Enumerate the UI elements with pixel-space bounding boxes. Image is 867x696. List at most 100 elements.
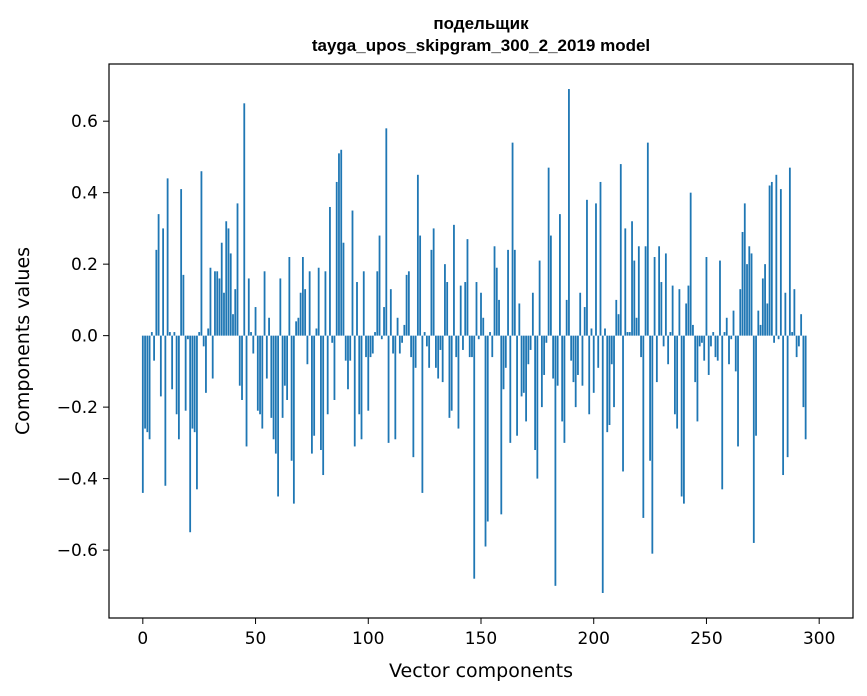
y-tick-label: 0.2 [71, 255, 98, 275]
bar-185 [559, 214, 561, 336]
bar-184 [556, 335, 559, 386]
bar-91 [347, 335, 349, 390]
bar-65 [288, 257, 291, 336]
bar-277 [766, 303, 769, 336]
bar-85 [333, 335, 336, 400]
bar-48 [250, 332, 252, 336]
bar-239 [680, 335, 683, 497]
bar-16 [177, 335, 180, 440]
bar-200 [592, 335, 595, 393]
bar-97 [360, 335, 363, 440]
bar-254 [714, 335, 717, 358]
bar-245 [694, 335, 697, 383]
bar-178 [543, 335, 546, 375]
bar-283 [779, 189, 782, 336]
bar-109 [387, 335, 390, 443]
bar-24 [196, 335, 198, 490]
bar-37 [225, 221, 228, 336]
bar-134 [444, 264, 446, 336]
bar-38 [227, 228, 230, 336]
y-tick-label: 0.4 [71, 184, 98, 204]
bar-103 [374, 332, 376, 336]
bar-92 [349, 335, 352, 361]
bar-279 [770, 181, 773, 336]
bar-4 [150, 332, 153, 336]
bar-53 [261, 335, 264, 429]
bar-75 [311, 335, 313, 454]
bar-224 [646, 142, 649, 336]
bar-225 [649, 335, 651, 461]
bar-61 [279, 278, 282, 336]
bar-247 [698, 335, 701, 347]
bar-118 [407, 271, 410, 336]
bar-231 [662, 335, 665, 347]
bar-288 [791, 332, 794, 336]
bar-3 [148, 335, 151, 440]
bar-60 [277, 335, 279, 497]
y-tick-label: −0.2 [57, 398, 98, 418]
bar-121 [414, 335, 417, 368]
bar-249 [703, 335, 706, 361]
bar-82 [326, 335, 329, 415]
bar-15 [175, 335, 178, 415]
bar-54 [263, 271, 266, 336]
bar-272 [755, 335, 757, 436]
bar-115 [401, 335, 403, 343]
bar-77 [315, 328, 318, 336]
bar-73 [306, 335, 309, 365]
bar-137 [450, 335, 453, 411]
bar-263 [734, 335, 737, 372]
x-tick-label: 300 [803, 629, 835, 649]
bar-90 [344, 335, 347, 361]
bar-31 [211, 335, 214, 379]
bar-203 [599, 181, 602, 336]
bar-217 [631, 221, 633, 336]
bar-195 [581, 335, 584, 386]
bar-42 [236, 203, 239, 336]
bar-143 [464, 282, 467, 336]
bar-114 [398, 335, 401, 354]
bar-202 [597, 335, 600, 368]
bar-232 [664, 253, 667, 336]
bar-26 [200, 171, 203, 336]
bar-194 [579, 292, 582, 336]
bar-264 [737, 335, 739, 447]
bar-100 [367, 335, 370, 411]
bar-72 [304, 289, 307, 336]
bar-2 [146, 335, 149, 433]
bar-246 [696, 335, 699, 422]
bar-47 [247, 278, 250, 336]
bar-23 [193, 335, 196, 433]
bar-177 [540, 335, 543, 408]
bar-138 [453, 224, 455, 336]
bar-258 [723, 332, 726, 336]
bar-9 [162, 228, 165, 336]
bar-142 [462, 335, 464, 350]
bar-30 [209, 267, 212, 336]
bar-35 [220, 242, 223, 336]
bar-219 [635, 317, 638, 336]
bar-255 [716, 335, 719, 361]
bar-93 [351, 210, 354, 336]
bar-227 [653, 257, 656, 336]
bar-104 [376, 271, 379, 336]
bar-278 [768, 185, 771, 336]
bar-220 [637, 246, 640, 336]
bar-211 [617, 314, 620, 336]
bar-282 [777, 335, 780, 340]
bar-0 [141, 335, 144, 493]
bar-284 [782, 335, 785, 476]
bar-76 [313, 335, 316, 436]
bar-22 [191, 335, 194, 429]
bar-140 [457, 335, 460, 429]
bar-160 [502, 335, 505, 390]
bar-96 [358, 335, 361, 415]
bar-8 [159, 335, 162, 397]
bar-161 [504, 335, 507, 368]
bar-223 [644, 246, 647, 336]
bar-130 [435, 335, 437, 368]
bar-287 [788, 167, 791, 336]
bars-group [141, 89, 807, 593]
